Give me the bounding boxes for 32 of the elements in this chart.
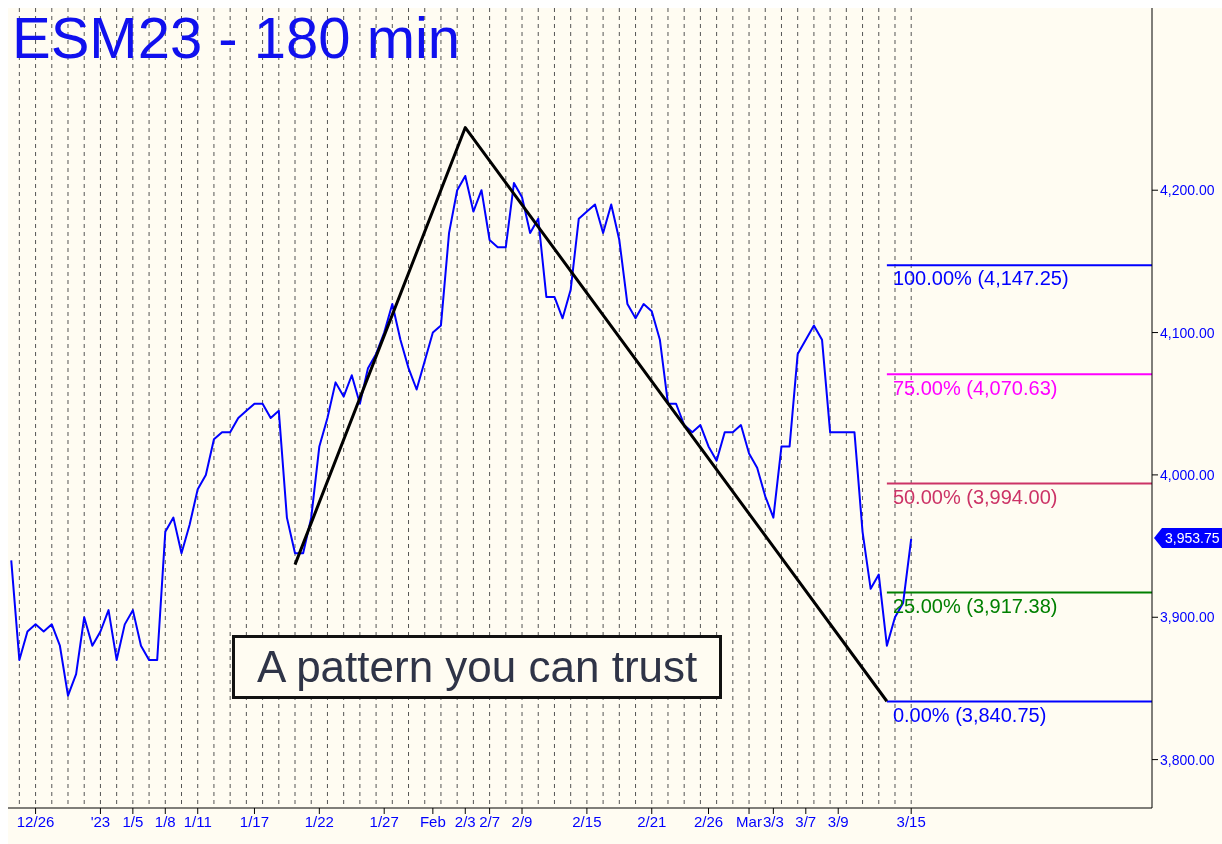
y-tick-label: 4,000.00 <box>1160 466 1215 483</box>
x-tick-label: '23 <box>90 812 111 830</box>
ref-line-label: 75.00% (4,070.63) <box>892 376 1058 399</box>
x-tick-label: Feb <box>419 812 446 830</box>
y-tick-label: 3,800.00 <box>1160 751 1215 768</box>
x-tick-label: 3/9 <box>827 812 849 830</box>
y-tick-label: 4,100.00 <box>1160 324 1215 341</box>
x-tick-label: 3/15 <box>896 812 926 830</box>
ref-line-label: 0.00% (3,840.75) <box>892 703 1047 726</box>
chart-title: ESM23 - 180 min <box>12 4 461 71</box>
x-tick-label: 2/21 <box>637 812 667 830</box>
x-tick-label: 3/3 <box>762 812 784 830</box>
ref-line-label: 50.00% (3,994.00) <box>892 485 1058 508</box>
x-tick-label: Mar <box>736 812 762 830</box>
x-tick-label: 1/5 <box>122 812 144 830</box>
ref-line-label: 100.00% (4,147.25) <box>892 267 1069 290</box>
y-tick-label: 3,900.00 <box>1160 609 1215 626</box>
x-tick-label: 2/26 <box>693 812 724 830</box>
x-tick-label: 2/15 <box>572 812 602 830</box>
x-tick-label: 2/3 <box>454 812 476 830</box>
x-tick-label: 1/22 <box>304 812 334 830</box>
x-tick-label: 1/11 <box>183 812 212 830</box>
x-tick-label: 1/8 <box>154 812 176 830</box>
x-tick-label: 1/27 <box>369 812 399 830</box>
x-tick-label: 1/17 <box>239 812 270 830</box>
text: 3,953.75 <box>1162 528 1222 548</box>
x-tick-label: 2/9 <box>511 812 533 830</box>
x-tick-label: 3/7 <box>795 812 817 830</box>
annotation: A pattern you can trust <box>232 635 723 699</box>
y-tick-label: 4,200.00 <box>1160 182 1215 199</box>
x-tick-label: 2/7 <box>479 812 501 830</box>
x-tick-label: 12/26 <box>16 812 55 830</box>
